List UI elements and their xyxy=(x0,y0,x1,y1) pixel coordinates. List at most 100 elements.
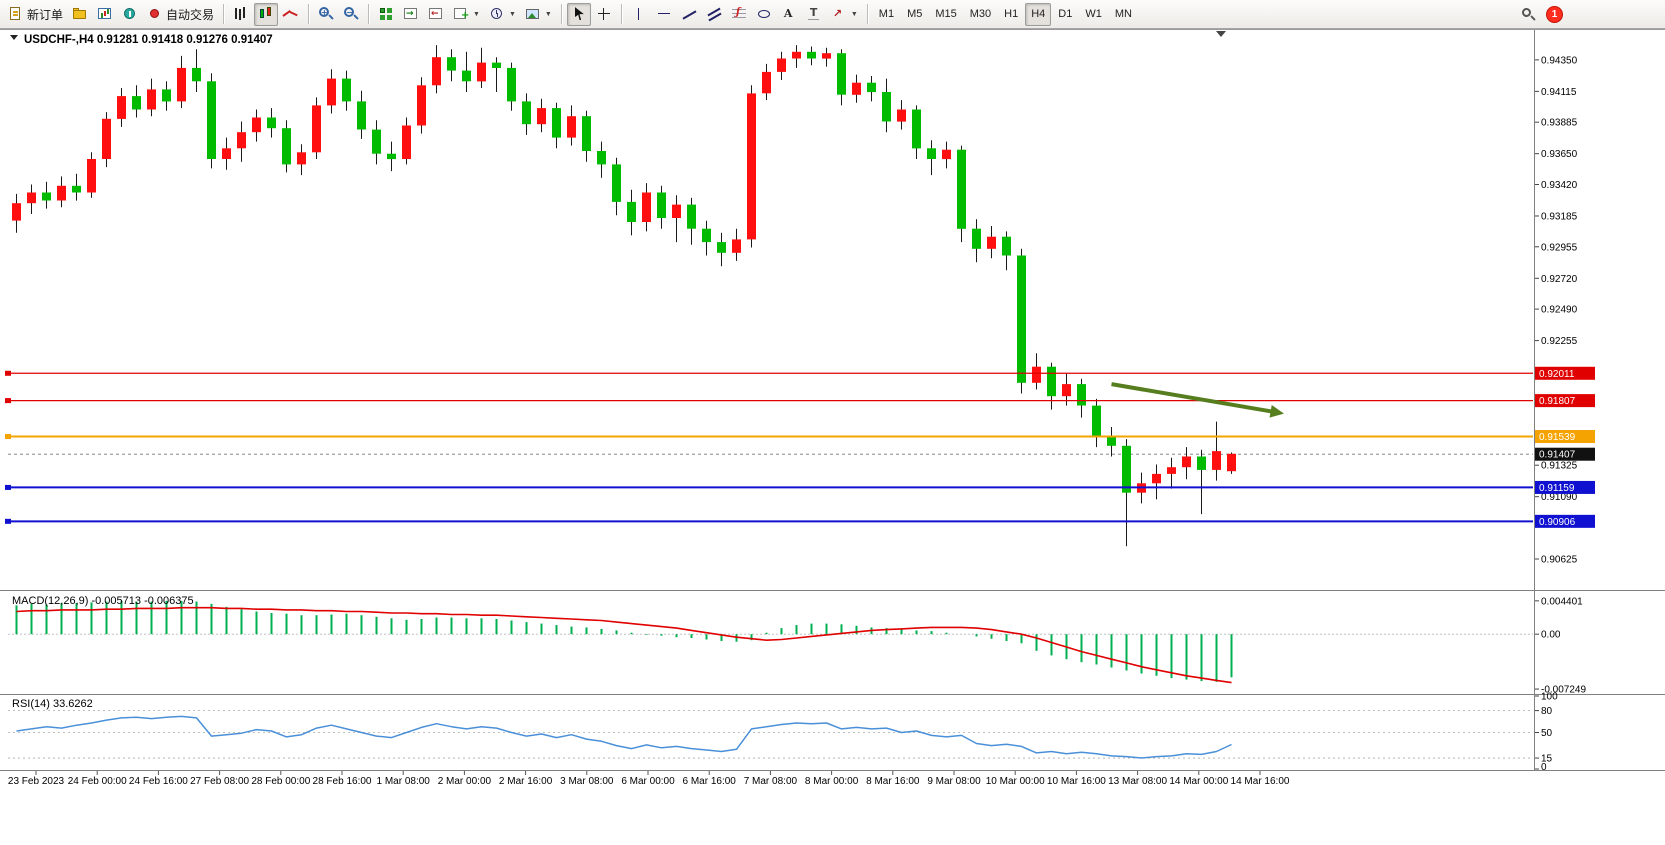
candle-body xyxy=(342,78,351,102)
candle-body xyxy=(987,236,996,249)
macd-label: MACD(12,26,9) -0.005713 -0.006375 xyxy=(12,595,194,607)
time-tick-label: 10 Mar 16:00 xyxy=(1047,776,1106,787)
zoom-in-button[interactable] xyxy=(314,3,338,26)
price-tick-label: 0.93885 xyxy=(1541,118,1578,129)
candle-body xyxy=(672,204,681,218)
cursor-button[interactable] xyxy=(566,2,591,26)
new-order-button[interactable]: 新订单 xyxy=(4,3,67,26)
macd-panel: MACD(12,26,9) -0.005713 -0.006375 xyxy=(8,595,1533,684)
search-icon[interactable] xyxy=(1520,6,1536,22)
tf-h1-button[interactable]: H1 xyxy=(998,3,1024,26)
price-tick-label: 0.90625 xyxy=(1541,554,1578,565)
time-tick-label: 27 Feb 08:00 xyxy=(190,776,249,787)
tf-m5-button[interactable]: M5 xyxy=(901,3,928,26)
candle-body xyxy=(1077,384,1086,406)
candle-body xyxy=(477,62,486,82)
level-price-box xyxy=(1535,480,1595,494)
dropdown-caret-icon[interactable]: ▼ xyxy=(850,10,858,18)
label-icon xyxy=(806,6,822,22)
arrows-button[interactable]: ▼ xyxy=(827,3,862,26)
profiles-button[interactable] xyxy=(68,3,92,26)
bar-chart-button[interactable] xyxy=(229,3,253,26)
line-chart-icon xyxy=(283,6,299,22)
toolbar-separator xyxy=(308,4,310,24)
periods-icon xyxy=(489,6,505,22)
text-label-button[interactable] xyxy=(802,3,826,26)
level-price-label: 0.92011 xyxy=(1539,369,1575,380)
price-tick-label: 0.93185 xyxy=(1541,211,1578,222)
level-price-box xyxy=(1535,366,1595,380)
level-price-box xyxy=(1535,430,1595,444)
text-icon xyxy=(781,6,797,22)
zoom-out-button[interactable] xyxy=(339,3,363,26)
indicators-button[interactable]: ▼ xyxy=(449,3,484,26)
tf-w1-button[interactable]: W1 xyxy=(1079,3,1108,26)
candle-body xyxy=(252,117,261,133)
auto-scroll-button[interactable] xyxy=(399,3,423,26)
text-button[interactable] xyxy=(777,3,801,26)
tf-d1-button[interactable]: D1 xyxy=(1052,3,1078,26)
dropdown-caret-icon[interactable]: ▼ xyxy=(508,10,516,18)
time-tick-label: 10 Mar 00:00 xyxy=(986,776,1045,787)
dropdown-caret-icon[interactable]: ▼ xyxy=(473,10,480,18)
tile-windows-button[interactable] xyxy=(374,3,398,26)
arrow-head xyxy=(1269,405,1284,418)
rsi-tick-label: 0 xyxy=(1541,762,1547,773)
vertical-line-button[interactable] xyxy=(627,3,651,26)
hline-handle[interactable] xyxy=(5,518,11,524)
arrow-annotation[interactable] xyxy=(1111,382,1275,414)
candle-body xyxy=(687,204,696,229)
trendline-button[interactable] xyxy=(677,3,701,26)
price-tick-label: 0.94115 xyxy=(1541,87,1577,98)
time-tick-label: 24 Feb 00:00 xyxy=(68,776,127,787)
notification-badge[interactable]: 1 xyxy=(1546,5,1563,23)
candle-body xyxy=(972,228,981,249)
candle-body xyxy=(912,109,921,149)
time-tick-label: 14 Mar 16:00 xyxy=(1231,776,1290,787)
channel-button[interactable] xyxy=(702,3,726,26)
time-tick-label: 13 Mar 08:00 xyxy=(1108,776,1167,787)
chart-shift-button[interactable] xyxy=(424,3,448,26)
new-order-label: 新订单 xyxy=(27,7,64,22)
candle-body xyxy=(507,67,516,102)
hline-handle[interactable] xyxy=(5,398,11,404)
fibonacci-button[interactable] xyxy=(727,3,751,26)
chart-plot-area[interactable] xyxy=(8,30,1533,589)
tf-m1-button[interactable]: M1 xyxy=(873,3,900,26)
tf-h1-label: H1 xyxy=(1004,8,1019,20)
auto-trading-button[interactable]: 自动交易 xyxy=(143,3,218,26)
candlestick-chart-button[interactable] xyxy=(254,2,279,26)
periods-button[interactable]: ▼ xyxy=(485,3,520,26)
tf-m15-button[interactable]: M15 xyxy=(929,3,962,26)
templates-icon xyxy=(525,6,541,22)
current-price-label: 0.91407 xyxy=(1539,450,1576,461)
price-axis[interactable]: 0.94350 0.94115 0.93885 0.93650 0.93420 0.931… xyxy=(1535,55,1595,773)
shapes-button[interactable] xyxy=(752,3,776,26)
hline-handle[interactable] xyxy=(5,434,11,440)
crosshair-button[interactable] xyxy=(592,3,616,26)
symbol-dropdown-icon[interactable] xyxy=(10,35,18,40)
tf-mn-button[interactable]: MN xyxy=(1109,3,1138,26)
tf-d1-label: D1 xyxy=(1058,8,1073,20)
line-chart-button[interactable] xyxy=(279,3,303,26)
rsi-label: RSI(14) 33.6262 xyxy=(12,698,93,710)
tf-m30-button[interactable]: M30 xyxy=(964,3,997,26)
charts-button[interactable] xyxy=(93,3,117,26)
candle-body xyxy=(1152,473,1161,484)
candle-body xyxy=(492,62,501,68)
candle-body xyxy=(72,185,81,193)
candle-body xyxy=(357,101,366,130)
tf-h4-button[interactable]: H4 xyxy=(1025,2,1052,26)
candle-body xyxy=(27,192,36,204)
dropdown-caret-icon[interactable]: ▼ xyxy=(544,10,552,18)
templates-button[interactable]: ▼ xyxy=(521,3,556,26)
candle-body xyxy=(12,203,21,221)
horizontal-line-button[interactable] xyxy=(652,3,676,26)
tf-h4-label: H4 xyxy=(1031,8,1046,20)
hline-handle[interactable] xyxy=(5,370,11,376)
shapes-icon xyxy=(756,6,772,22)
hline-handle[interactable] xyxy=(5,484,11,490)
market-watch-button[interactable] xyxy=(118,3,142,26)
auto-scroll-icon xyxy=(403,6,419,22)
time-axis[interactable]: 23 Feb 2023 24 Feb 00:00 24 Feb 16:00 27 Fe… xyxy=(8,771,1290,787)
